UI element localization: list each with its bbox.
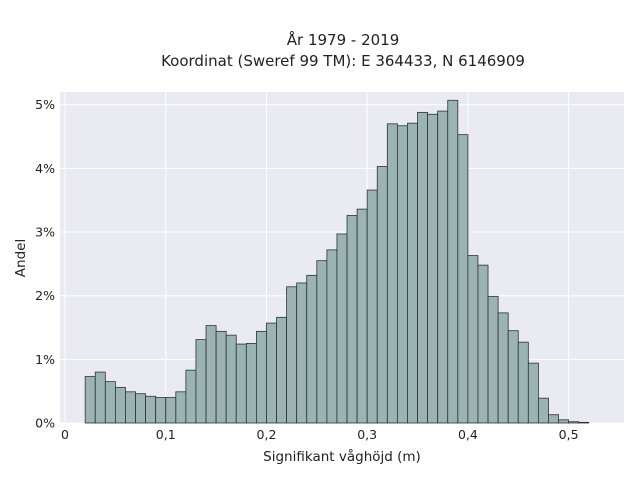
x-tick-label: 0,5 (559, 427, 579, 442)
histogram-bar (366, 189, 378, 424)
histogram-bar (266, 322, 277, 424)
histogram-bar (205, 325, 217, 424)
histogram-bar (296, 282, 308, 424)
y-tick-label: 5% (35, 97, 55, 112)
histogram-bar (517, 341, 529, 424)
histogram-bar (376, 166, 388, 424)
histogram-bar (396, 125, 408, 424)
y-tick-label: 3% (35, 225, 55, 240)
histogram-bar (487, 295, 499, 424)
x-tick-label: 0,2 (257, 427, 277, 442)
histogram-bar (145, 395, 157, 424)
histogram-bar (235, 343, 247, 424)
histogram-bar (386, 123, 398, 424)
y-tick-label: 2% (35, 288, 55, 303)
histogram-bar (84, 376, 96, 424)
histogram-bar (346, 215, 358, 424)
x-tick-label: 0 (61, 427, 69, 442)
histogram-bar (336, 233, 348, 424)
histogram-bar (165, 397, 177, 424)
y-tick-label: 1% (35, 352, 55, 367)
histogram-bar (185, 369, 197, 424)
y-axis-label: Andel (13, 239, 29, 277)
histogram-bar (558, 419, 570, 424)
bars (84, 99, 590, 424)
y-tick-label: 4% (35, 161, 55, 176)
histogram-bar (225, 334, 237, 424)
histogram-bar (306, 274, 318, 424)
histogram-bar (276, 316, 288, 424)
histogram-bar (437, 110, 449, 424)
chart-title-line1: År 1979 - 2019 (287, 30, 400, 49)
x-tick-label: 0,3 (357, 427, 377, 442)
histogram-bar (104, 381, 116, 424)
histogram-bar (467, 255, 479, 424)
histogram-bar (245, 343, 257, 424)
histogram-bar (497, 312, 509, 424)
histogram-bar (507, 330, 519, 424)
histogram-bar (407, 122, 418, 424)
histogram-bar (135, 393, 147, 424)
x-tick-label: 0,4 (458, 427, 478, 442)
chart-title-line2: Koordinat (Sweref 99 TM): E 364433, N 61… (161, 52, 525, 70)
y-tick-labels: 0% 1% 2% 3% 4% 5% (35, 97, 55, 430)
x-tick-labels: 0 0,1 0,2 0,3 0,4 0,5 (61, 427, 578, 442)
histogram-bar (195, 339, 207, 424)
histogram-bar (316, 260, 328, 424)
histogram-bar (527, 362, 539, 424)
histogram-bar (215, 330, 227, 424)
histogram-bar (155, 397, 167, 424)
histogram-bar (447, 99, 459, 424)
histogram-bar (537, 397, 549, 424)
x-tick-label: 0,1 (156, 427, 176, 442)
histogram-bar (94, 371, 106, 424)
histogram-bar (114, 386, 126, 424)
histogram-bar (477, 264, 489, 424)
histogram-bar (175, 391, 187, 424)
histogram-bar (125, 391, 136, 424)
histogram-bar (417, 111, 429, 424)
histogram-bar (326, 249, 338, 424)
histogram-bar (286, 286, 298, 424)
histogram-bar (548, 414, 559, 424)
histogram-bar (457, 134, 469, 424)
x-axis-label: Signifikant våghöjd (m) (263, 448, 421, 465)
histogram-bar (356, 208, 368, 424)
histogram-bar (427, 113, 439, 424)
y-tick-label: 0% (35, 416, 55, 431)
histogram-bar (255, 330, 267, 424)
histogram-bar (568, 421, 580, 424)
histogram-bar (578, 421, 590, 424)
